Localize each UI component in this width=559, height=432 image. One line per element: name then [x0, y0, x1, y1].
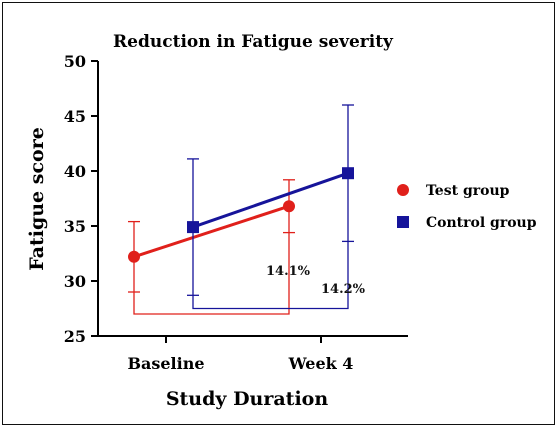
series-line: [133, 204, 290, 259]
data-point: [283, 200, 295, 213]
x-tick-label: Baseline: [127, 354, 204, 373]
chart-title: Reduction in Fatigue severity: [113, 32, 394, 52]
data-point: [187, 221, 199, 234]
bracket-0: [133, 232, 290, 315]
y-tick-label: 30: [64, 272, 86, 291]
x-tick-label: Week 4: [288, 354, 354, 373]
x-axis-label: Study Duration: [166, 388, 329, 410]
y-axis-label: Fatigue score: [26, 127, 48, 271]
percent-annotation: 14.1%: [266, 264, 311, 279]
y-tick-label: 45: [64, 107, 86, 126]
y-tick-label: 50: [64, 52, 86, 71]
series-line: [192, 171, 349, 229]
series-layer: [128, 104, 354, 296]
percent-annotation: 14.2%: [321, 282, 366, 297]
comparison-brackets: [133, 232, 349, 315]
data-point: [128, 250, 140, 263]
series-0: [128, 179, 295, 293]
axes: 25 30 35 40 45 50 Baseline Week 4: [64, 52, 408, 373]
legend-marker: [397, 216, 409, 228]
legend-label: Test group: [426, 183, 510, 199]
bracket-1: [192, 241, 349, 310]
legend: Test group Control group: [397, 183, 537, 231]
series-1: [187, 104, 354, 296]
chart-frame: Reduction in Fatigue severity Fatigue sc…: [2, 2, 555, 425]
y-tick-label: 40: [64, 162, 86, 181]
legend-marker: [397, 184, 409, 196]
data-point: [342, 167, 354, 180]
legend-label: Control group: [426, 215, 537, 231]
y-tick-label: 25: [64, 327, 86, 346]
annotations: 14.1% 14.2%: [266, 264, 366, 297]
y-tick-label: 35: [64, 217, 86, 236]
fatigue-chart: Reduction in Fatigue severity Fatigue sc…: [26, 32, 537, 410]
